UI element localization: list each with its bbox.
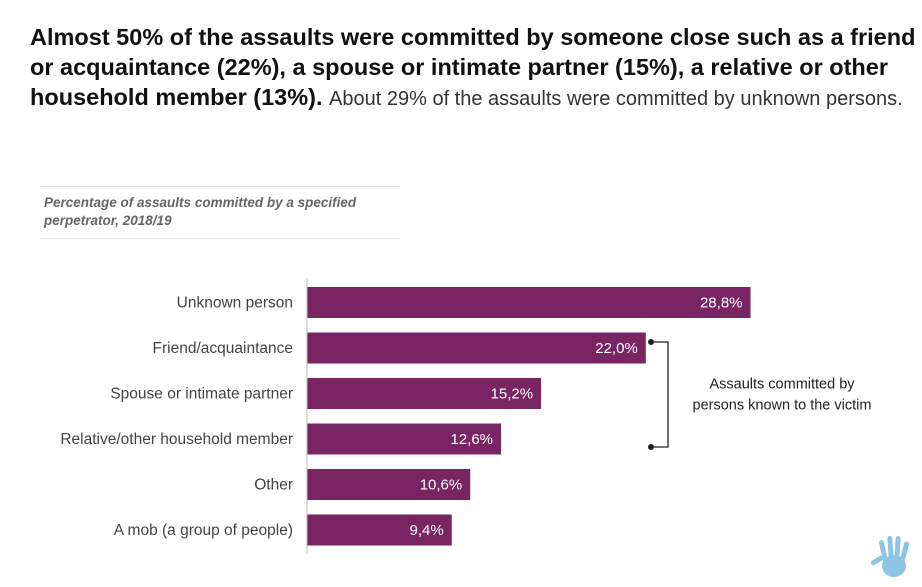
value-label: 22,0% (595, 340, 638, 357)
headline-normal: About 29% of the assaults were committed… (329, 88, 903, 110)
category-label: Spouse or intimate partner (110, 386, 293, 403)
subtitle-bottom-rule (40, 238, 400, 239)
headline: Almost 50% of the assaults were committe… (30, 22, 918, 114)
value-label: 12,6% (450, 431, 493, 448)
headline-bold: Almost 50% of the assaults were committe… (30, 24, 916, 110)
subtitle-top-rule (40, 186, 400, 187)
value-label: 28,8% (700, 295, 743, 312)
annotation-dot (648, 444, 654, 450)
bar (307, 469, 471, 500)
value-label: 9,4% (410, 522, 444, 539)
category-label: Unknown person (177, 295, 293, 312)
bar (307, 423, 502, 455)
annotation-group: Assaults committed by persons known to th… (648, 339, 871, 450)
annotation-text: Assaults committed by (709, 377, 855, 393)
category-label: A mob (a group of people) (114, 522, 293, 539)
category-label: Other (254, 477, 293, 494)
annotation-bracket (651, 341, 669, 448)
annotation-text: persons known to the victim (693, 398, 872, 414)
value-label: 10,6% (420, 477, 463, 494)
handprint-icon (870, 535, 910, 577)
bar (307, 287, 751, 318)
bar (307, 332, 646, 364)
category-label: Relative/other household member (60, 431, 293, 448)
chart-title: Percentage of assaults committed by a sp… (44, 195, 357, 228)
value-label: 15,2% (491, 386, 534, 403)
annotation-dot (648, 339, 654, 345)
bar (307, 514, 452, 546)
category-label: Friend/acquaintance (153, 340, 293, 357)
bar (307, 378, 542, 409)
bar-chart: Unknown person 28,8% Friend/acquaintance 22… (60, 278, 871, 554)
bars-group: Unknown person 28,8% Friend/acquaintance 22… (60, 287, 751, 546)
